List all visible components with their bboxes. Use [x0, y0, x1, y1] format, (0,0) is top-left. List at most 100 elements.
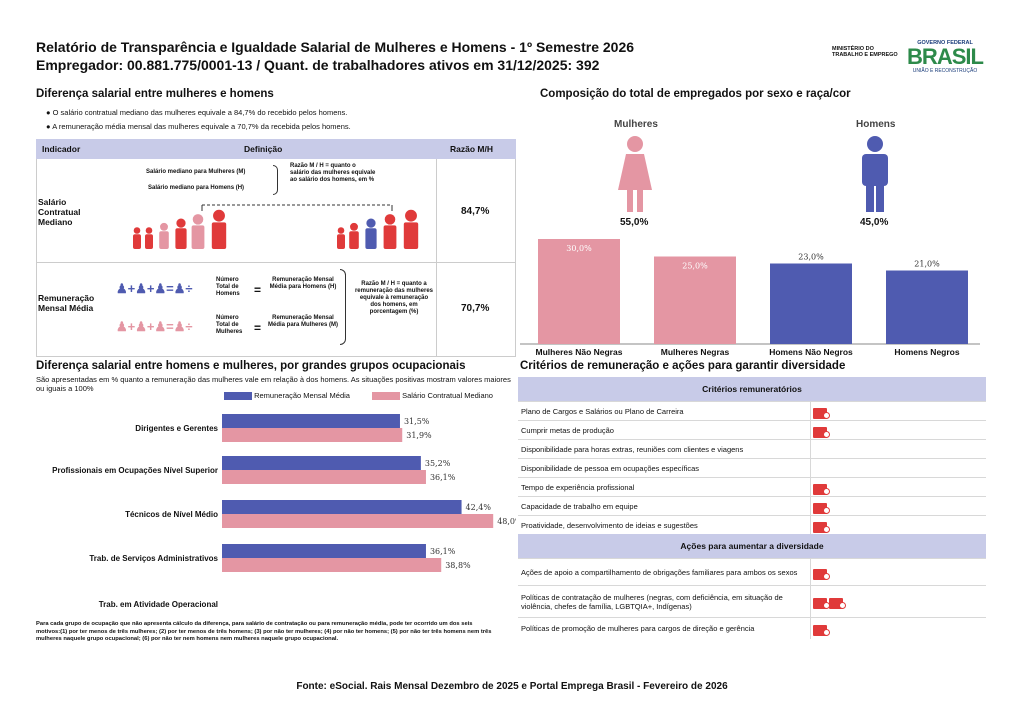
man-icon	[862, 136, 888, 212]
legend-salario: Salário Contratual Mediano	[372, 391, 493, 401]
legend-remuneracao: Remuneração Mensal Média	[224, 391, 350, 401]
factory-icon	[813, 502, 830, 514]
composition-bar-label: 23,0%	[798, 253, 824, 262]
criteria-row: Ações de apoio a compartilhamento de obr…	[518, 558, 986, 585]
criteria-title: Critérios de remuneração e ações para ga…	[520, 360, 846, 372]
gov-logo: GOVERNO FEDERAL BRASIL UNIÃO E RECONSTRU…	[907, 40, 984, 74]
person-icon	[175, 228, 187, 249]
diff-title: Diferença salarial entre mulheres e home…	[36, 88, 274, 100]
criteria-icon-cell	[810, 402, 986, 420]
person-icon	[159, 231, 169, 249]
group-category: Dirigentes e Gerentes	[135, 424, 218, 433]
composition-bar	[770, 263, 852, 344]
criteria-label: Ações de apoio a compartilhamento de obr…	[521, 567, 798, 577]
factory-icon	[813, 598, 830, 609]
group-bar-label: 42,4%	[466, 503, 492, 512]
diff-bullet-2: ● A remuneração média mensal das mulhere…	[46, 122, 351, 131]
person-icon	[191, 225, 205, 249]
composition-category: Mulheres Não Negras	[536, 347, 623, 357]
person-icon	[365, 228, 377, 249]
criteria-icon-cell	[810, 559, 986, 585]
bar-salario	[222, 470, 426, 484]
criteria-icon-cell	[810, 478, 986, 496]
criteria-label: Políticas de promoção de mulheres para c…	[521, 624, 755, 633]
indicator-table-header: Indicador Definição Razão M/H	[36, 139, 516, 159]
person-icon	[133, 234, 141, 249]
factory-icon	[813, 407, 830, 419]
report-title: Relatório de Transparência e Igualdade S…	[36, 39, 635, 55]
criteria-row: Proatividade, desenvolvimento de ideias …	[518, 515, 986, 534]
criteria-icon-cell	[810, 421, 986, 439]
group-bar-label: 38,8%	[445, 561, 471, 570]
criteria-head: Critérios remuneratórios	[518, 377, 986, 401]
bar-salario	[222, 428, 403, 442]
ratio-salario: 84,7%	[461, 206, 490, 217]
group-bar-label: 31,5%	[404, 417, 430, 426]
person-icon	[383, 225, 397, 249]
composition-category: Homens Não Negros	[769, 347, 853, 357]
row-remuneracao: Remuneração Mensal Média ♟+♟+♟=♟÷ Número…	[36, 263, 516, 357]
criteria-label: Disponibilidade de pessoa em ocupações e…	[521, 463, 700, 473]
women-label: Mulheres	[614, 119, 658, 130]
people-icons-salario	[133, 204, 419, 249]
criteria-icon-cell	[810, 516, 986, 534]
criteria-icon-cell	[810, 440, 986, 458]
criteria-icon-cell	[810, 586, 986, 617]
factory-icon	[813, 625, 830, 636]
group-bar-label: 36,1%	[430, 547, 456, 556]
composition-category: Homens Negros	[894, 347, 959, 357]
bar-salario	[222, 514, 494, 528]
women-pct: 55,0%	[620, 217, 649, 228]
actions-head: Ações para aumentar a diversidade	[518, 534, 986, 558]
composition-bar-chart: 30,0% Mulheres Não Negras 25,0% Mulheres Ne…	[520, 239, 980, 357]
criteria-label: Proatividade, desenvolvimento de ideias …	[521, 520, 698, 530]
criteria-row: Políticas de promoção de mulheres para c…	[518, 617, 986, 639]
composition-category: Mulheres Negras	[661, 347, 730, 357]
group-bar-label: 35,2%	[425, 459, 451, 468]
row-salario: Salário Contratual Mediano Salário media…	[36, 159, 516, 357]
factory-icon	[813, 426, 830, 438]
person-icon	[337, 234, 345, 249]
composition-title: Composição do total de empregados por se…	[540, 88, 851, 100]
factory-icon	[813, 483, 830, 495]
employer-line: Empregador: 00.881.775/0001-13 / Quant. …	[36, 57, 600, 73]
bar-remuneracao	[222, 500, 462, 514]
criteria-label: Políticas de contratação de mulheres (ne…	[521, 592, 783, 611]
factory-icon	[829, 598, 846, 609]
criteria-icon-cell	[810, 618, 986, 639]
ministry-label: MINISTÉRIO DO TRABALHO E EMPREGO	[832, 46, 898, 58]
group-bar-label: 36,1%	[430, 473, 456, 482]
bar-salario	[222, 558, 442, 572]
groups-title: Diferença salarial entre homens e mulher…	[36, 360, 466, 372]
groups-bar-chart: Dirigentes e Gerentes 31,5% 31,9% Profissio…	[52, 414, 516, 608]
person-icon	[349, 231, 359, 249]
composition-bar-label: 21,0%	[914, 260, 940, 269]
person-icon	[403, 222, 419, 249]
composition-bar	[538, 239, 620, 344]
ratio-remuneracao: 70,7%	[461, 303, 490, 314]
criteria-row: Disponibilidade de pessoa em ocupações e…	[518, 458, 986, 477]
group-category: Técnicos de Nível Médio	[125, 510, 218, 519]
criteria-row: Plano de Cargos e Salários ou Plano de C…	[518, 401, 986, 420]
group-category: Trab. de Serviços Administrativos	[89, 554, 218, 563]
criteria-row: Capacidade de trabalho em equipe	[518, 496, 986, 515]
groups-desc: São apresentadas em % quanto a remuneraç…	[36, 375, 511, 393]
criteria-label: Cumprir metas de produção	[521, 425, 614, 435]
criteria-row: Tempo de experiência profissional	[518, 477, 986, 496]
indicator-table: Indicador Definição Razão M/H Salário Co…	[36, 139, 516, 357]
group-category: Trab. em Atividade Operacional	[99, 600, 218, 608]
bar-remuneracao	[222, 456, 421, 470]
diff-bullet-1: ● O salário contratual mediano das mulhe…	[46, 108, 348, 117]
group-bar-label: 31,9%	[406, 431, 432, 440]
factory-icon	[813, 521, 830, 533]
composition-bar-label: 25,0%	[682, 262, 708, 271]
group-category: Profissionais em Ocupações Nível Superio…	[52, 466, 218, 475]
person-icon	[145, 234, 153, 249]
factory-icon	[813, 568, 830, 580]
men-pct: 45,0%	[860, 217, 889, 228]
men-label: Homens	[856, 119, 896, 130]
footer-source: Fonte: eSocial. Rais Mensal Dezembro de …	[296, 681, 728, 692]
criteria-row: Disponibilidade para horas extras, reuni…	[518, 439, 986, 458]
criteria-label: Tempo de experiência profissional	[521, 482, 635, 492]
bar-remuneracao	[222, 544, 426, 558]
